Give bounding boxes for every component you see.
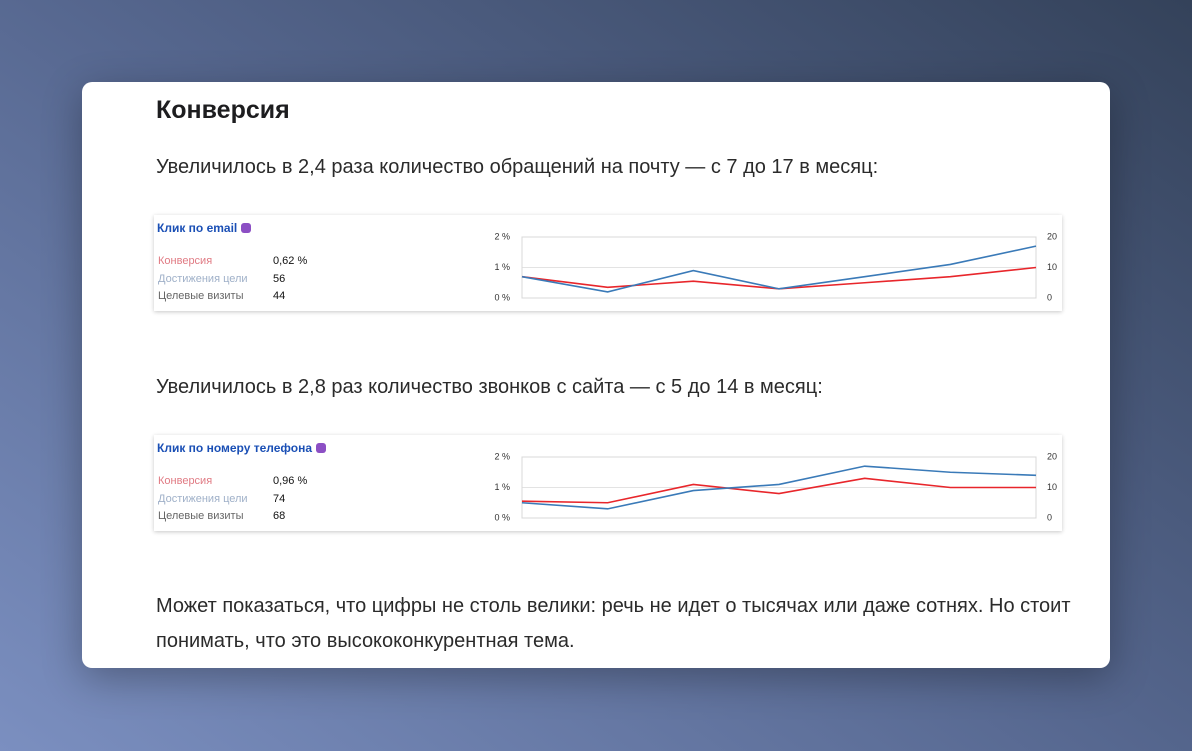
y2-tick-label: 0 — [1047, 512, 1052, 522]
y-tick-label: 1 % — [494, 262, 510, 272]
widget-icon — [241, 223, 252, 233]
widget-title-text: Клик по номеру телефона — [157, 441, 313, 455]
series-line — [521, 245, 1037, 293]
metric-value: 44 — [273, 290, 286, 302]
widget-title: Клик по номеру телефона — [157, 441, 327, 455]
metric-widget: Клик по email Конверсия 0,62 % Достижения ц… — [154, 215, 1062, 311]
metric-label: Конверсия — [158, 475, 213, 487]
metric-label: Целевые визиты — [158, 510, 244, 522]
y-tick-label: 1 % — [494, 482, 510, 492]
y2-tick-label: 20 — [1047, 231, 1057, 241]
metric-value: 68 — [273, 510, 286, 522]
series-line — [521, 465, 1037, 510]
y-tick-label: 0 % — [494, 512, 510, 522]
y2-tick-label: 10 — [1047, 482, 1057, 492]
y-tick-label: 2 % — [494, 451, 510, 461]
metric-label: Достижения цели — [158, 492, 248, 505]
heading: Конверсия — [156, 96, 290, 124]
y-tick-label: 0 % — [494, 292, 510, 302]
line-chart: 0 % 1 % 2 % 0 10 20 — [494, 231, 1057, 302]
line-chart: 0 % 1 % 2 % 0 10 20 — [494, 451, 1057, 522]
metric-widget: Клик по номеру телефона Конверсия 0,96 % До… — [154, 435, 1062, 531]
metric-value: 74 — [273, 492, 286, 505]
series-line — [521, 266, 1037, 290]
widget-title-text: Клик по email — [157, 221, 238, 235]
y2-tick-label: 0 — [1047, 292, 1052, 302]
y2-tick-label: 20 — [1047, 451, 1057, 461]
metric-value: 0,96 % — [273, 475, 308, 487]
paragraph: Может показаться, что цифры не столь вел… — [156, 595, 1071, 652]
widget-title: Клик по email — [157, 221, 252, 235]
metric-value: 56 — [273, 272, 286, 285]
y2-tick-label: 10 — [1047, 262, 1057, 272]
y-tick-label: 2 % — [494, 231, 510, 241]
metric-value: 0,62 % — [273, 255, 308, 267]
widget-icon — [316, 443, 327, 453]
metric-label: Конверсия — [158, 255, 213, 267]
metric-label: Целевые визиты — [158, 290, 244, 302]
metric-label: Достижения цели — [158, 272, 248, 285]
article-card: Конверсия Увеличилось в 2,4 раза количес… — [82, 82, 1110, 668]
paragraph: Увеличилось в 2,4 раза количество обраще… — [156, 156, 879, 178]
paragraph: Увеличилось в 2,8 раз количество звонков… — [156, 376, 823, 398]
series-line — [521, 477, 1036, 504]
